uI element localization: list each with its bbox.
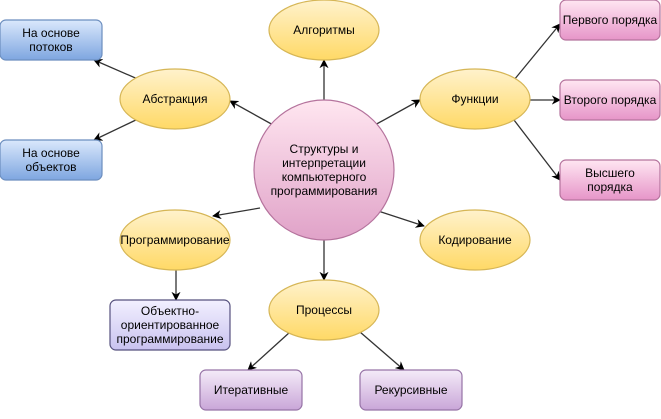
- algorithms-node[interactable]: [268, 0, 380, 61]
- higher-order-node[interactable]: [559, 159, 661, 201]
- recursive-node[interactable]: [359, 369, 463, 411]
- edge-processes-recursive: [359, 331, 405, 371]
- abstraction-node[interactable]: [119, 68, 231, 130]
- center-node[interactable]: [253, 99, 395, 241]
- stream-based-node[interactable]: [0, 19, 103, 61]
- edge-functions-higher: [513, 119, 561, 181]
- functions-node[interactable]: [419, 68, 531, 130]
- edge-center-coding: [374, 209, 425, 228]
- iterative-node[interactable]: [199, 369, 303, 411]
- edge-abstraction-stream: [93, 59, 141, 81]
- edge-center-abstraction: [229, 100, 276, 127]
- edge-processes-iterative: [247, 331, 291, 371]
- edge-functions-first: [513, 23, 561, 81]
- processes-node[interactable]: [268, 279, 380, 341]
- coding-node[interactable]: [419, 209, 531, 271]
- programming-node[interactable]: [119, 209, 231, 271]
- object-based-node[interactable]: [0, 139, 103, 181]
- edge-center-functions: [372, 99, 421, 127]
- oop-node[interactable]: [109, 299, 231, 351]
- first-order-node[interactable]: [559, 0, 661, 41]
- edge-center-programming: [212, 207, 261, 220]
- second-order-node[interactable]: [559, 79, 661, 121]
- edge-abstraction-object: [93, 117, 141, 141]
